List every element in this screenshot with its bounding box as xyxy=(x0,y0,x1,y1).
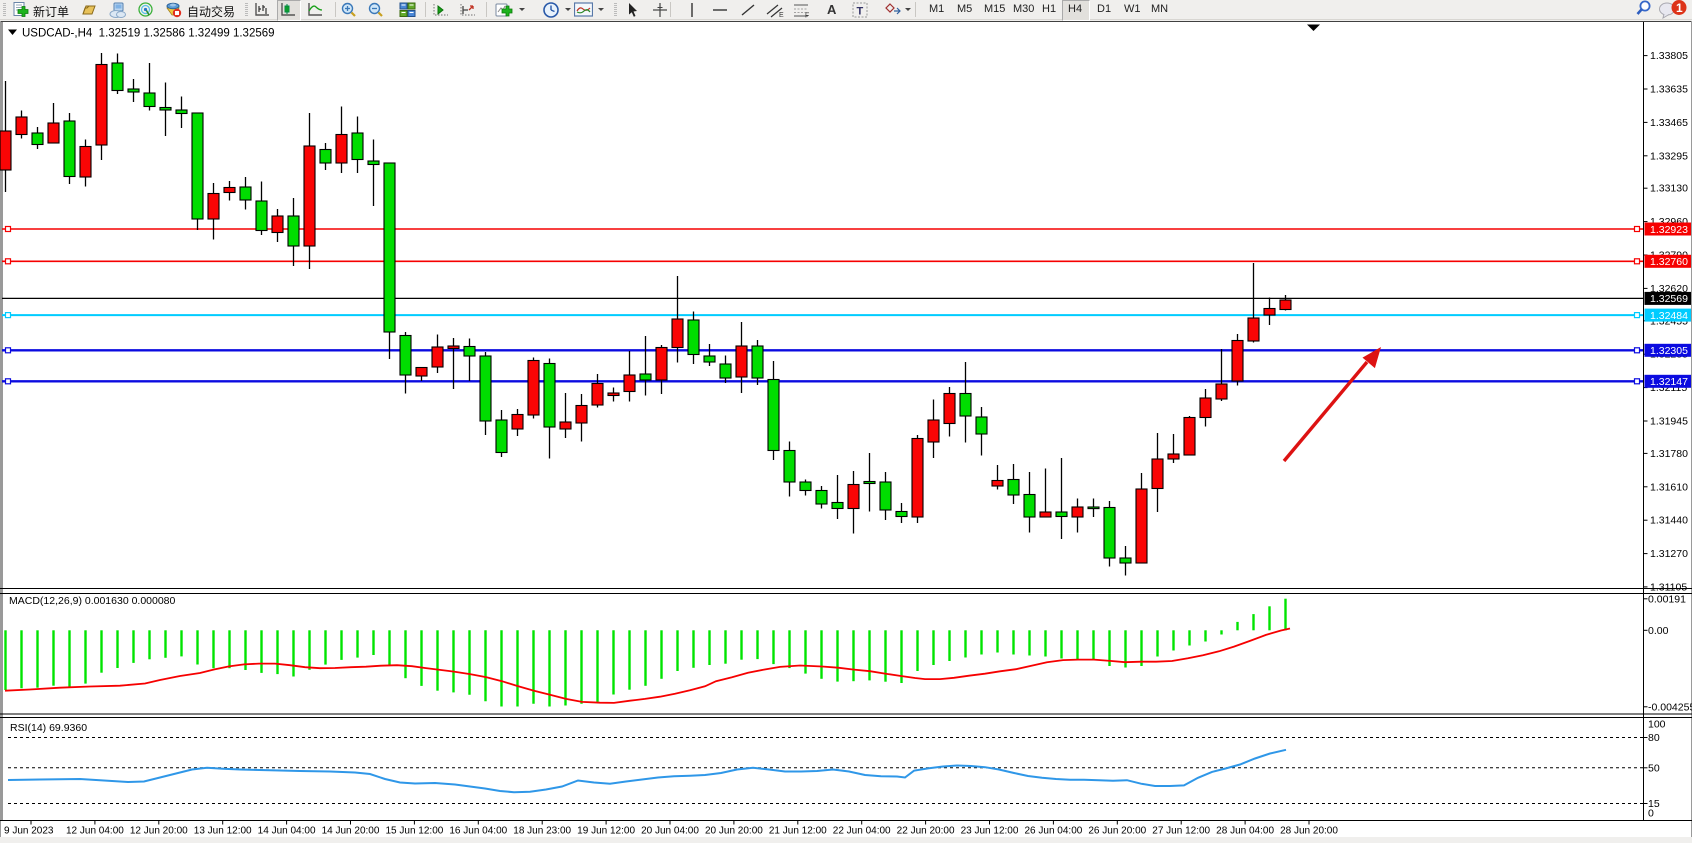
svg-text:1.32147: 1.32147 xyxy=(1650,376,1688,388)
svg-text:USDCAD-,H4 1.32519 1.32586 1.: USDCAD-,H4 1.32519 1.32586 1.32499 1.325… xyxy=(22,28,275,40)
svg-text:15: 15 xyxy=(1648,798,1660,810)
svg-text:50: 50 xyxy=(1648,762,1660,774)
svg-text:20 Jun 04:00: 20 Jun 04:00 xyxy=(641,826,699,837)
svg-text:1: 1 xyxy=(1676,1,1683,15)
svg-text:1.31105: 1.31105 xyxy=(1650,581,1687,593)
svg-text:22 Jun 20:00: 22 Jun 20:00 xyxy=(897,826,955,837)
svg-text:1.33295: 1.33295 xyxy=(1650,150,1688,162)
svg-text:1.31440: 1.31440 xyxy=(1650,515,1688,527)
svg-text:12 Jun 04:00: 12 Jun 04:00 xyxy=(66,826,124,837)
svg-text:1.31270: 1.31270 xyxy=(1650,548,1688,560)
svg-text:26 Jun 04:00: 26 Jun 04:00 xyxy=(1024,826,1082,837)
svg-text:1.32760: 1.32760 xyxy=(1650,256,1688,268)
svg-text:16 Jun 04:00: 16 Jun 04:00 xyxy=(449,826,507,837)
svg-text:100: 100 xyxy=(1648,719,1666,731)
svg-text:1.32923: 1.32923 xyxy=(1650,224,1688,236)
svg-text:20 Jun 20:00: 20 Jun 20:00 xyxy=(705,826,763,837)
svg-text:MACD(12,26,9) 0.001630 0.00008: MACD(12,26,9) 0.001630 0.000080 xyxy=(9,595,176,607)
svg-text:E: E xyxy=(779,12,784,18)
svg-text:27 Jun 12:00: 27 Jun 12:00 xyxy=(1152,826,1210,837)
svg-text:28 Jun 04:00: 28 Jun 04:00 xyxy=(1216,826,1274,837)
svg-text:15 Jun 12:00: 15 Jun 12:00 xyxy=(385,826,443,837)
svg-text:RSI(14) 69.9360: RSI(14) 69.9360 xyxy=(10,722,87,734)
svg-text:26 Jun 20:00: 26 Jun 20:00 xyxy=(1088,826,1146,837)
svg-text:1.32484: 1.32484 xyxy=(1650,310,1688,322)
svg-text:0: 0 xyxy=(1648,808,1654,820)
svg-text:12 Jun 20:00: 12 Jun 20:00 xyxy=(130,826,188,837)
svg-text:19 Jun 12:00: 19 Jun 12:00 xyxy=(577,826,635,837)
svg-text:18 Jun 23:00: 18 Jun 23:00 xyxy=(513,826,571,837)
svg-text:1.31945: 1.31945 xyxy=(1650,416,1688,428)
svg-text:1.32569: 1.32569 xyxy=(1650,293,1688,305)
svg-text:21 Jun 12:00: 21 Jun 12:00 xyxy=(769,826,827,837)
svg-text:14 Jun 04:00: 14 Jun 04:00 xyxy=(258,826,316,837)
svg-text:T: T xyxy=(857,6,864,18)
svg-text:F: F xyxy=(805,13,809,19)
svg-text:13 Jun 12:00: 13 Jun 12:00 xyxy=(194,826,252,837)
svg-text:1.33635: 1.33635 xyxy=(1650,84,1688,96)
svg-text:0.00191: 0.00191 xyxy=(1648,593,1686,605)
svg-text:9 Jun 2023: 9 Jun 2023 xyxy=(4,826,54,837)
svg-text:1.33130: 1.33130 xyxy=(1650,183,1688,195)
svg-text:0.00: 0.00 xyxy=(1648,625,1669,637)
svg-text:1.33465: 1.33465 xyxy=(1650,117,1688,129)
svg-text:14 Jun 20:00: 14 Jun 20:00 xyxy=(322,826,380,837)
svg-text:1.31780: 1.31780 xyxy=(1650,448,1688,460)
svg-text:23 Jun 12:00: 23 Jun 12:00 xyxy=(961,826,1019,837)
svg-text:-0.004255: -0.004255 xyxy=(1648,701,1692,713)
svg-text:1.32305: 1.32305 xyxy=(1650,345,1688,357)
svg-text:1.33805: 1.33805 xyxy=(1650,50,1688,62)
svg-text:28 Jun 20:00: 28 Jun 20:00 xyxy=(1280,826,1338,837)
svg-text:22 Jun 04:00: 22 Jun 04:00 xyxy=(833,826,891,837)
svg-text:1.31610: 1.31610 xyxy=(1650,481,1688,493)
svg-text:80: 80 xyxy=(1648,732,1660,744)
